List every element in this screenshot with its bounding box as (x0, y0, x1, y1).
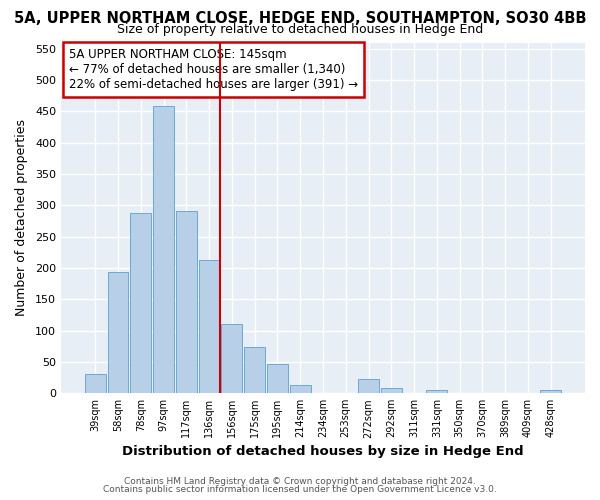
Bar (267, 364, 288, 393)
Bar (540, 390, 561, 393)
Text: 5A UPPER NORTHAM CLOSE: 145sqm
← 77% of detached houses are smaller (1,340)
22% : 5A UPPER NORTHAM CLOSE: 145sqm ← 77% of … (69, 48, 358, 91)
X-axis label: Distribution of detached houses by size in Hedge End: Distribution of detached houses by size … (122, 444, 524, 458)
Bar (107, 272, 128, 393)
Bar (199, 260, 220, 393)
Bar (153, 106, 174, 393)
Bar (358, 380, 379, 393)
Text: 5A, UPPER NORTHAM CLOSE, HEDGE END, SOUTHAMPTON, SO30 4BB: 5A, UPPER NORTHAM CLOSE, HEDGE END, SOUT… (14, 11, 586, 26)
Text: Contains HM Land Registry data © Crown copyright and database right 2024.: Contains HM Land Registry data © Crown c… (124, 477, 476, 486)
Text: Size of property relative to detached houses in Hedge End: Size of property relative to detached ho… (117, 22, 483, 36)
Text: Contains public sector information licensed under the Open Government Licence v3: Contains public sector information licen… (103, 485, 497, 494)
Bar (130, 214, 151, 393)
Bar (290, 385, 311, 393)
Bar (244, 348, 265, 393)
Bar (221, 324, 242, 393)
Bar (176, 211, 197, 393)
Bar (427, 390, 448, 393)
Y-axis label: Number of detached properties: Number of detached properties (15, 120, 28, 316)
Bar (85, 374, 106, 393)
Bar (381, 388, 402, 393)
